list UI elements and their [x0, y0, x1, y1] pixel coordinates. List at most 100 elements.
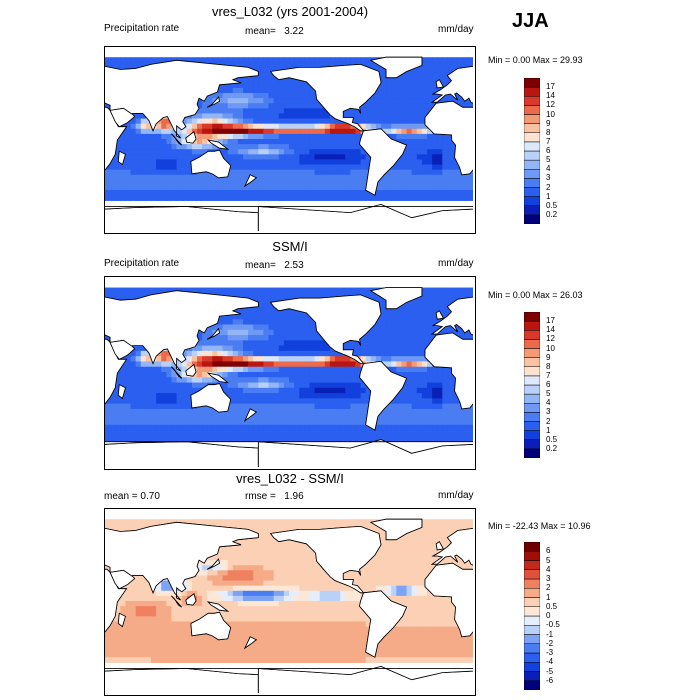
continent-outline	[117, 384, 126, 400]
map-cell	[416, 149, 423, 155]
map-cell	[452, 159, 459, 166]
map-cell	[140, 113, 147, 120]
map-cell	[381, 87, 387, 94]
map-cell	[120, 185, 127, 191]
map-cell	[253, 118, 259, 125]
map-cell	[381, 298, 387, 304]
map-cell	[437, 144, 443, 150]
map-cell	[197, 329, 203, 336]
map-cell	[396, 329, 403, 336]
map-cell	[212, 123, 219, 130]
map-cell	[248, 179, 254, 186]
map-cell	[243, 419, 249, 426]
map-cell	[370, 335, 377, 341]
map-cell	[304, 387, 311, 394]
map-cell	[350, 128, 357, 135]
map-cell	[304, 82, 311, 89]
map-cell	[365, 164, 372, 171]
map-cell	[365, 398, 372, 405]
map-cell	[340, 123, 346, 130]
map-cell	[130, 164, 137, 171]
map-cell	[314, 393, 321, 399]
map-cell	[345, 387, 351, 394]
map-cell	[406, 398, 413, 405]
map-cell	[294, 424, 300, 431]
map-cell	[115, 62, 121, 69]
map-cell	[191, 435, 198, 442]
map-cell	[345, 340, 351, 347]
map-cell	[350, 113, 357, 120]
map-cell	[166, 57, 173, 63]
map-cell	[263, 356, 270, 363]
map-cell	[145, 387, 152, 394]
map-cell	[145, 350, 152, 357]
map-cell	[171, 430, 178, 436]
map-cell	[467, 57, 473, 63]
map-cell	[278, 103, 285, 109]
map-cell	[314, 128, 321, 135]
map-cell	[227, 345, 234, 352]
map-cell	[243, 382, 249, 389]
map-cell	[263, 118, 270, 125]
map-cell	[283, 185, 290, 191]
map-cell	[421, 139, 428, 145]
map-cell	[319, 414, 326, 421]
map-cell	[115, 190, 121, 196]
map-cell	[151, 361, 157, 368]
map-cell	[396, 435, 403, 442]
map-cell	[406, 139, 413, 145]
map-cell	[268, 519, 275, 525]
map-cell	[263, 335, 270, 341]
map-cell	[381, 414, 387, 421]
map-cell	[391, 179, 397, 186]
colorbar-swatches	[524, 78, 540, 224]
map-cell	[427, 93, 433, 99]
map-cell	[411, 403, 418, 410]
map-cell	[386, 350, 392, 357]
map-cell	[110, 185, 116, 191]
map-cell	[268, 414, 275, 421]
map-cell	[283, 108, 290, 115]
map-cell	[273, 435, 280, 442]
map-cell	[248, 366, 254, 373]
map-cell	[289, 435, 295, 442]
colorbar-swatch	[524, 141, 540, 152]
map-cell	[289, 424, 295, 431]
map-cell	[304, 185, 311, 191]
map-cell	[396, 549, 403, 556]
map-cell	[360, 335, 367, 341]
map-cell	[314, 398, 321, 405]
continent-outline	[269, 63, 382, 132]
map-cell	[304, 169, 311, 176]
map-cell	[222, 190, 229, 196]
map-cell	[421, 524, 428, 531]
map-cell	[365, 329, 372, 336]
map-cell	[283, 435, 290, 442]
map-cell	[217, 560, 224, 566]
map-cell	[207, 408, 213, 415]
map-cell	[217, 366, 224, 373]
map-cell	[140, 398, 147, 405]
map-cell	[345, 430, 351, 436]
map-cell	[212, 195, 219, 201]
map-cell	[130, 195, 137, 201]
map-cell	[329, 403, 336, 410]
map-cell	[442, 77, 449, 84]
map-cell	[375, 340, 382, 347]
map-cell	[289, 174, 295, 181]
map-cell	[232, 377, 239, 384]
map-cell	[161, 408, 167, 415]
map-cell	[258, 72, 265, 79]
map-cell	[191, 179, 198, 186]
map-cell	[319, 185, 326, 191]
map-cell	[416, 93, 423, 99]
map-cell	[105, 335, 111, 341]
map-cell	[442, 313, 449, 320]
map-cell	[156, 154, 162, 161]
map-cell	[140, 372, 147, 378]
map-cell	[335, 179, 341, 186]
map-cell	[166, 169, 173, 176]
map-cell	[207, 123, 213, 130]
map-cell	[360, 519, 367, 525]
map-cell	[222, 195, 229, 201]
